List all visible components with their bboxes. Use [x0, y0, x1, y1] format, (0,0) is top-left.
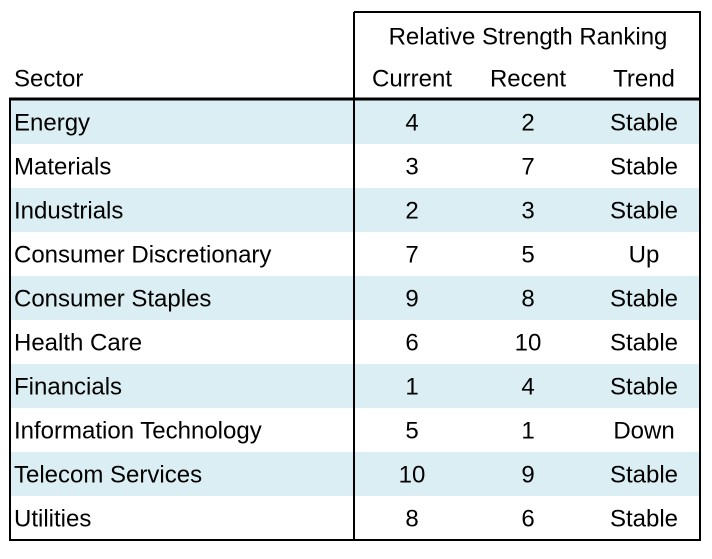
cell: 3	[521, 197, 534, 224]
cell: 7	[521, 153, 534, 180]
column-header: Current	[372, 65, 452, 92]
sector-name: Information Technology	[14, 417, 262, 444]
cell: 2	[521, 109, 534, 136]
cell: 1	[521, 417, 534, 444]
sector-name: Telecom Services	[14, 461, 202, 488]
cell: 9	[405, 285, 418, 312]
cell: Stable	[610, 329, 678, 356]
cell: 7	[405, 241, 418, 268]
sector-name: Consumer Discretionary	[14, 241, 271, 268]
cell: Stable	[610, 373, 678, 400]
cell: 6	[405, 329, 418, 356]
cell: Up	[629, 241, 660, 268]
sector-name: Materials	[14, 153, 111, 180]
sector-name: Industrials	[14, 197, 123, 224]
cell: 8	[405, 505, 418, 532]
column-header: Recent	[490, 65, 566, 92]
cell: Stable	[610, 505, 678, 532]
sector-name: Utilities	[14, 505, 91, 532]
cell: 1	[405, 373, 418, 400]
cell: 4	[521, 373, 534, 400]
sector-name: Health Care	[14, 329, 142, 356]
cell: 10	[399, 461, 426, 488]
column-header: Sector	[14, 65, 83, 92]
cell: Stable	[610, 197, 678, 224]
cell: 2	[405, 197, 418, 224]
group-header: Relative Strength Ranking	[389, 23, 668, 50]
cell: Stable	[610, 461, 678, 488]
sector-name: Consumer Staples	[14, 285, 211, 312]
cell: 10	[515, 329, 542, 356]
column-header: Trend	[613, 65, 675, 92]
cell: Stable	[610, 153, 678, 180]
cell: 5	[521, 241, 534, 268]
cell: 5	[405, 417, 418, 444]
cell: Stable	[610, 285, 678, 312]
cell: 9	[521, 461, 534, 488]
cell: Down	[613, 417, 674, 444]
borders	[9, 11, 701, 541]
sector-name: Energy	[14, 109, 90, 136]
cell: Stable	[610, 109, 678, 136]
sector-name: Financials	[14, 373, 122, 400]
cell: 3	[405, 153, 418, 180]
cell: 4	[405, 109, 418, 136]
cell: 6	[521, 505, 534, 532]
cell: 8	[521, 285, 534, 312]
